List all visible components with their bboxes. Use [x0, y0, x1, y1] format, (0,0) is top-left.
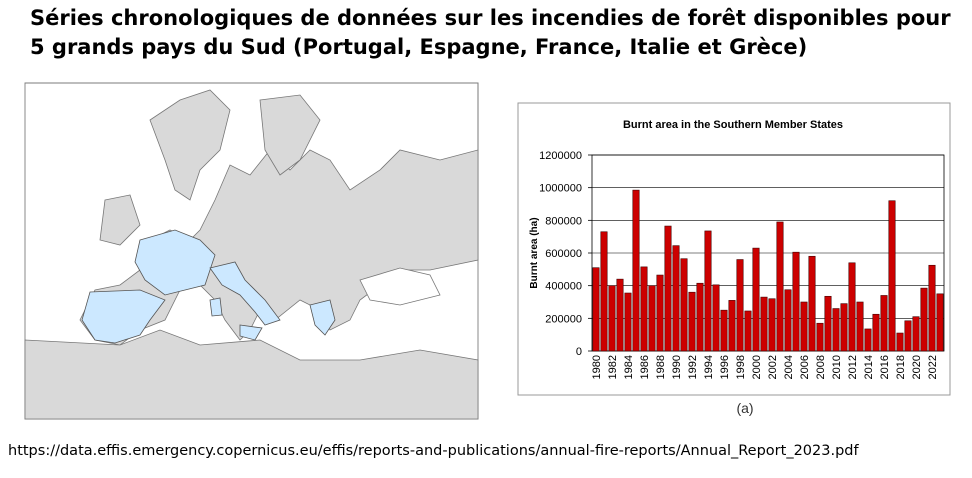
- bar: [808, 255, 816, 352]
- bar: [728, 300, 736, 352]
- x-tick-label: 1996: [719, 355, 731, 379]
- x-tick-label: 2018: [895, 355, 907, 379]
- bar: [656, 274, 664, 352]
- x-tick-label: 2016: [879, 355, 891, 379]
- y-tick-label: 600000: [545, 248, 582, 260]
- x-tick-label: 1982: [607, 355, 619, 379]
- y-tick-label: 0: [576, 346, 582, 358]
- x-tick-label: 1986: [639, 355, 651, 379]
- bar: [664, 225, 672, 352]
- y-tick-label: 800000: [545, 215, 582, 227]
- bar: [624, 292, 632, 352]
- bar: [832, 308, 840, 352]
- bar: [888, 200, 896, 352]
- y-axis-label: Burnt area (ha): [529, 217, 540, 288]
- bar: [616, 278, 624, 352]
- x-tick-label: 2008: [815, 355, 827, 379]
- x-tick-label: 1994: [703, 355, 715, 379]
- bar: [872, 313, 880, 352]
- bar: [928, 264, 936, 352]
- bar: [864, 328, 872, 352]
- x-tick-label: 2022: [927, 355, 939, 379]
- bar: [768, 298, 776, 352]
- y-tick-label: 1200000: [539, 150, 582, 162]
- bar: [848, 262, 856, 352]
- bar: [608, 285, 616, 352]
- x-tick-label: 2004: [783, 355, 795, 379]
- bar: [648, 285, 656, 352]
- bar: [712, 284, 720, 352]
- bar: [936, 293, 944, 352]
- bar: [720, 309, 728, 352]
- x-tick-label: 1990: [671, 355, 683, 379]
- plot-area: [591, 154, 945, 352]
- x-tick-label: 1988: [655, 355, 667, 379]
- x-tick-label: 1980: [591, 355, 603, 379]
- figure: Burnt area in the Southern Member States…: [24, 82, 951, 420]
- x-tick-label: 2000: [751, 355, 763, 379]
- bar: [896, 332, 904, 352]
- y-tick-label: 400000: [545, 281, 582, 293]
- bar: [672, 245, 680, 352]
- y-tick-label: 1000000: [539, 183, 582, 195]
- chart-title: Burnt area in the Southern Member States: [623, 119, 843, 131]
- x-tick-label: 1998: [735, 355, 747, 379]
- y-tick-label: 200000: [545, 313, 582, 325]
- bar: [792, 251, 800, 352]
- x-tick-label: 2014: [863, 355, 875, 379]
- bar: [880, 295, 888, 352]
- bar: [688, 291, 696, 352]
- bar: [600, 231, 608, 352]
- source-url: https://data.effis.emergency.copernicus.…: [8, 443, 859, 459]
- bar: [784, 289, 792, 352]
- bar: [704, 230, 712, 352]
- bar: [696, 282, 704, 352]
- bar: [736, 259, 744, 352]
- x-tick-label: 2006: [799, 355, 811, 379]
- bar: [760, 296, 768, 352]
- bar: [776, 221, 784, 352]
- x-tick-label: 1992: [687, 355, 699, 379]
- x-tick-label: 2002: [767, 355, 779, 379]
- bar: [632, 189, 640, 352]
- slide-title: Séries chronologiques de données sur les…: [30, 6, 951, 30]
- caption: (a): [736, 400, 753, 416]
- bar: [904, 320, 912, 352]
- bar: [680, 258, 688, 352]
- bar: [920, 287, 928, 352]
- bar: [824, 295, 832, 352]
- bar: [856, 301, 864, 352]
- bar: [744, 310, 752, 352]
- bar: [912, 316, 920, 352]
- map: [24, 82, 479, 420]
- bar: [800, 301, 808, 352]
- x-tick-label: 2012: [847, 355, 859, 379]
- x-tick-label: 2020: [911, 355, 923, 379]
- bar: [752, 247, 760, 352]
- slide-title: 5 grands pays du Sud (Portugal, Espagne,…: [30, 35, 808, 59]
- bar: [592, 267, 600, 352]
- x-tick-label: 1984: [623, 355, 635, 379]
- bar: [840, 303, 848, 352]
- bar: [816, 322, 824, 352]
- bar: [640, 266, 648, 352]
- x-tick-label: 2010: [831, 355, 843, 379]
